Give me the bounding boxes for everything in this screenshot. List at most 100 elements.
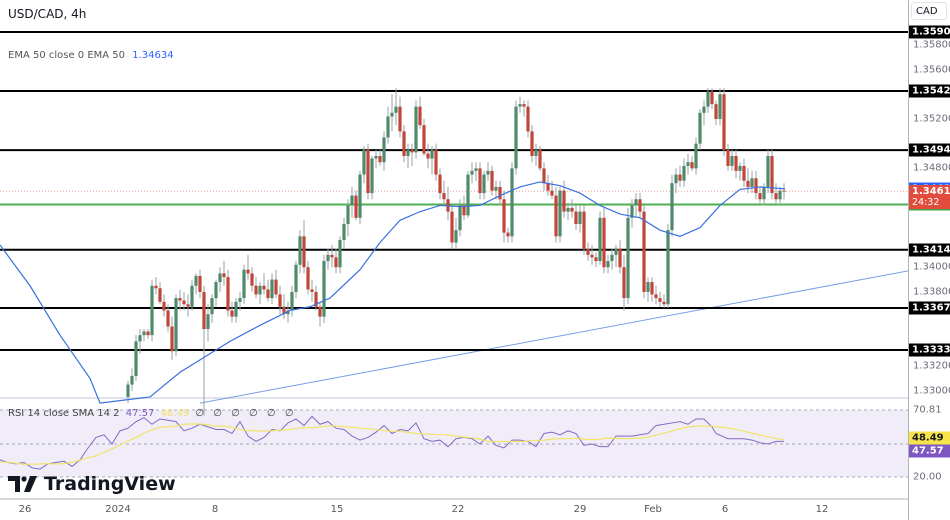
rsi-band-fill [0,410,908,477]
bar-countdown: 24:32 [912,197,940,209]
candle-body [574,211,578,224]
candle-body [426,153,430,159]
currency-selector[interactable]: CAD ⌄ [911,2,947,34]
candle-body [430,149,434,159]
candle-body [702,106,706,113]
candle-body [538,149,542,169]
candle-body [406,149,410,157]
ascending-trendline [199,270,908,404]
candle-body [618,248,622,268]
candle-body [522,104,526,107]
candle-body [730,156,734,166]
price-chart[interactable] [0,0,908,520]
candle-body [250,273,254,286]
candle-body [206,314,210,329]
candle-body [150,285,154,336]
candle-body [310,289,314,292]
time-tick: 6 [721,504,729,515]
candle-body [550,190,554,196]
candle-body [350,195,354,206]
candle-body [622,267,626,299]
candle-body [646,282,650,292]
candle-body [262,285,266,290]
candle-body [586,248,590,255]
symbol-title[interactable]: USD/CAD, 4h [8,7,87,21]
candle-body [410,149,414,153]
candle-body [454,230,458,243]
candle-body [146,331,150,336]
candle-body [690,162,694,169]
candle-body [334,257,338,268]
candle-body [126,384,130,397]
candle-body [178,298,182,301]
price-tick: 1.34800 [913,162,950,174]
rsi-sma-label: 48.49 [909,431,950,445]
candle-body [710,91,714,105]
rsi-legend[interactable]: RSI 14 close SMA 14 2 47.57 48.49 ∅ ∅ ∅ … [8,408,297,419]
candle-body [626,217,630,299]
candle-body [290,291,294,311]
candle-body [714,104,718,119]
ema-legend-value: 1.34634 [132,50,174,61]
candle-body [170,326,174,352]
time-tick: 12 [815,504,829,515]
candle-body [606,261,610,268]
tradingview-logo[interactable]: TradingView [8,473,176,495]
candle-body [614,248,618,255]
candle-body [386,116,390,138]
candle-body [294,264,298,292]
candle-body [182,300,186,305]
candle-body [142,331,146,336]
ema50-line [0,181,786,404]
candle-body [210,298,214,315]
candle-body [174,298,178,352]
candle-body [302,236,306,268]
time-tick: 29 [573,504,587,515]
candle-body [554,195,558,237]
candle-body [318,306,322,317]
candle-body [542,168,546,184]
candle-body [246,269,250,274]
candle-body [638,199,642,212]
candle-body [306,267,310,290]
price-level-label: 1.33670 [909,301,950,315]
ema-legend[interactable]: EMA 50 close 0 EMA 50 1.34634 [8,50,174,61]
rsi-sma-legend-value: 48.49 [160,408,190,419]
candle-body [562,190,566,212]
candle-body [450,211,454,243]
candle-body [402,131,406,157]
candle-body [338,240,342,268]
candle-body [162,301,166,311]
candle-body [214,282,218,299]
candle-body [746,180,750,187]
candle-body [518,104,522,107]
candle-body [238,298,242,302]
candle-body [754,178,758,194]
candle-body [226,277,230,311]
candle-body [390,112,394,117]
candle-body [498,186,502,200]
candle-body [434,149,438,175]
candle-body [658,298,662,302]
candle-body [166,310,170,327]
candle-body [650,282,654,295]
candle-body [186,304,190,307]
candle-body [782,190,786,192]
candle-body [398,106,402,132]
rsi-tick: 20.00 [913,471,942,483]
candle-body [670,183,674,231]
candle-body [742,165,746,181]
candle-body [418,106,422,126]
candle-body [686,162,690,166]
time-tick: 15 [330,504,344,515]
candle-body [198,275,202,292]
candle-body [706,91,710,107]
candle-body [442,193,446,200]
candle-body [458,205,462,231]
candle-body [342,223,346,241]
candle-body [190,285,194,307]
candle-body [482,174,486,194]
candle-body [202,291,206,329]
candle-body [378,156,382,163]
candle-body [438,174,442,194]
